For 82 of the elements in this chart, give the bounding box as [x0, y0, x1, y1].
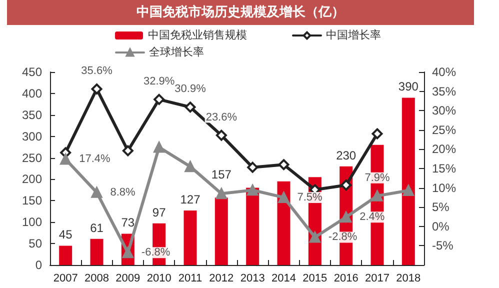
bar	[184, 210, 197, 265]
y2-tick-label: 15%	[432, 162, 456, 176]
chart-title: 中国免税市场历史规模及增长（亿）	[7, 0, 474, 25]
data-label: 17.4%	[79, 153, 110, 166]
y-tick-label: 100	[22, 215, 42, 230]
point	[309, 232, 320, 243]
x-tick-label: 2009	[116, 272, 140, 284]
point	[278, 159, 290, 170]
point	[402, 185, 414, 196]
x-tick-label: 2016	[334, 272, 358, 284]
bar	[277, 181, 290, 265]
data-label: 2.4%	[360, 211, 385, 224]
data-label: 23.6%	[206, 111, 238, 124]
y2-tick-label: 40%	[432, 65, 456, 79]
y-tick-label: 50	[28, 236, 42, 251]
x-tick-label: 2010	[146, 272, 172, 284]
point	[184, 161, 196, 172]
point	[154, 142, 165, 153]
legend-label: 中国增长率	[326, 28, 381, 42]
data-label: 97	[152, 205, 166, 220]
y2-tick-label: 25%	[432, 122, 456, 137]
data-label: 8.8%	[110, 186, 136, 198]
x-tick-label: 2008	[84, 272, 109, 284]
legend-label: 中国免税业销售规模	[148, 28, 247, 42]
point	[184, 102, 196, 113]
bar	[59, 246, 72, 265]
data-label: 127	[180, 192, 201, 207]
y-tick-label: 300	[22, 129, 42, 144]
data-label: -2.8%	[328, 231, 358, 244]
point	[247, 184, 258, 196]
point	[154, 94, 165, 105]
y2-tick-label: 20%	[432, 142, 456, 156]
data-label: 73	[121, 216, 135, 230]
y2-tick-label: 30%	[432, 104, 456, 118]
data-label: -6.8%	[141, 246, 170, 259]
data-label: 30.9%	[174, 83, 206, 96]
point	[247, 162, 258, 173]
data-label: 61	[90, 220, 104, 235]
y2-tick-label: -5%	[432, 238, 454, 253]
data-label: 157	[211, 168, 232, 182]
data-label: 7.5%	[297, 191, 323, 204]
point	[372, 128, 383, 140]
legend-label: 全球增长率	[149, 46, 204, 58]
data-label: 45	[58, 228, 73, 242]
data-label: 230	[336, 148, 356, 162]
y-tick-label: 250	[22, 150, 42, 165]
x-tick-label: 2014	[272, 272, 296, 284]
point	[60, 154, 72, 165]
x-tick-label: 2007	[53, 272, 78, 284]
bar	[246, 188, 260, 265]
x-tick-label: 2012	[209, 272, 234, 284]
x-tick-label: 2015	[302, 272, 328, 284]
y2-tick-label: 5%	[432, 200, 450, 214]
point	[340, 180, 352, 191]
y-tick-label: 350	[22, 108, 42, 122]
point	[122, 145, 134, 156]
y2-tick-label: 35%	[432, 84, 456, 98]
data-label: 7.9%	[364, 172, 390, 184]
y-tick-label: 400	[22, 86, 42, 100]
x-tick-label: 2011	[178, 272, 202, 284]
y-tick-label: 450	[22, 65, 42, 79]
data-label: 390	[398, 80, 419, 94]
y2-tick-label: 0%	[432, 219, 450, 234]
y2-tick-label: 10%	[432, 180, 456, 195]
point	[278, 192, 290, 203]
data-label: 35.6%	[81, 64, 113, 77]
point	[216, 188, 227, 200]
x-tick-label: 2013	[240, 272, 265, 284]
point	[372, 190, 383, 202]
point	[91, 83, 102, 94]
bar	[90, 238, 104, 265]
data-label: 32.9%	[143, 75, 175, 88]
point	[340, 212, 352, 223]
point	[216, 130, 227, 141]
point	[91, 186, 102, 198]
x-tick-label: 2018	[396, 272, 421, 284]
bar	[402, 98, 415, 265]
bar	[214, 198, 228, 265]
y-tick-label: 150	[22, 194, 42, 208]
x-tick-label: 2017	[365, 272, 390, 284]
y-tick-label: 0	[35, 258, 42, 272]
y-tick-label: 200	[22, 172, 42, 186]
